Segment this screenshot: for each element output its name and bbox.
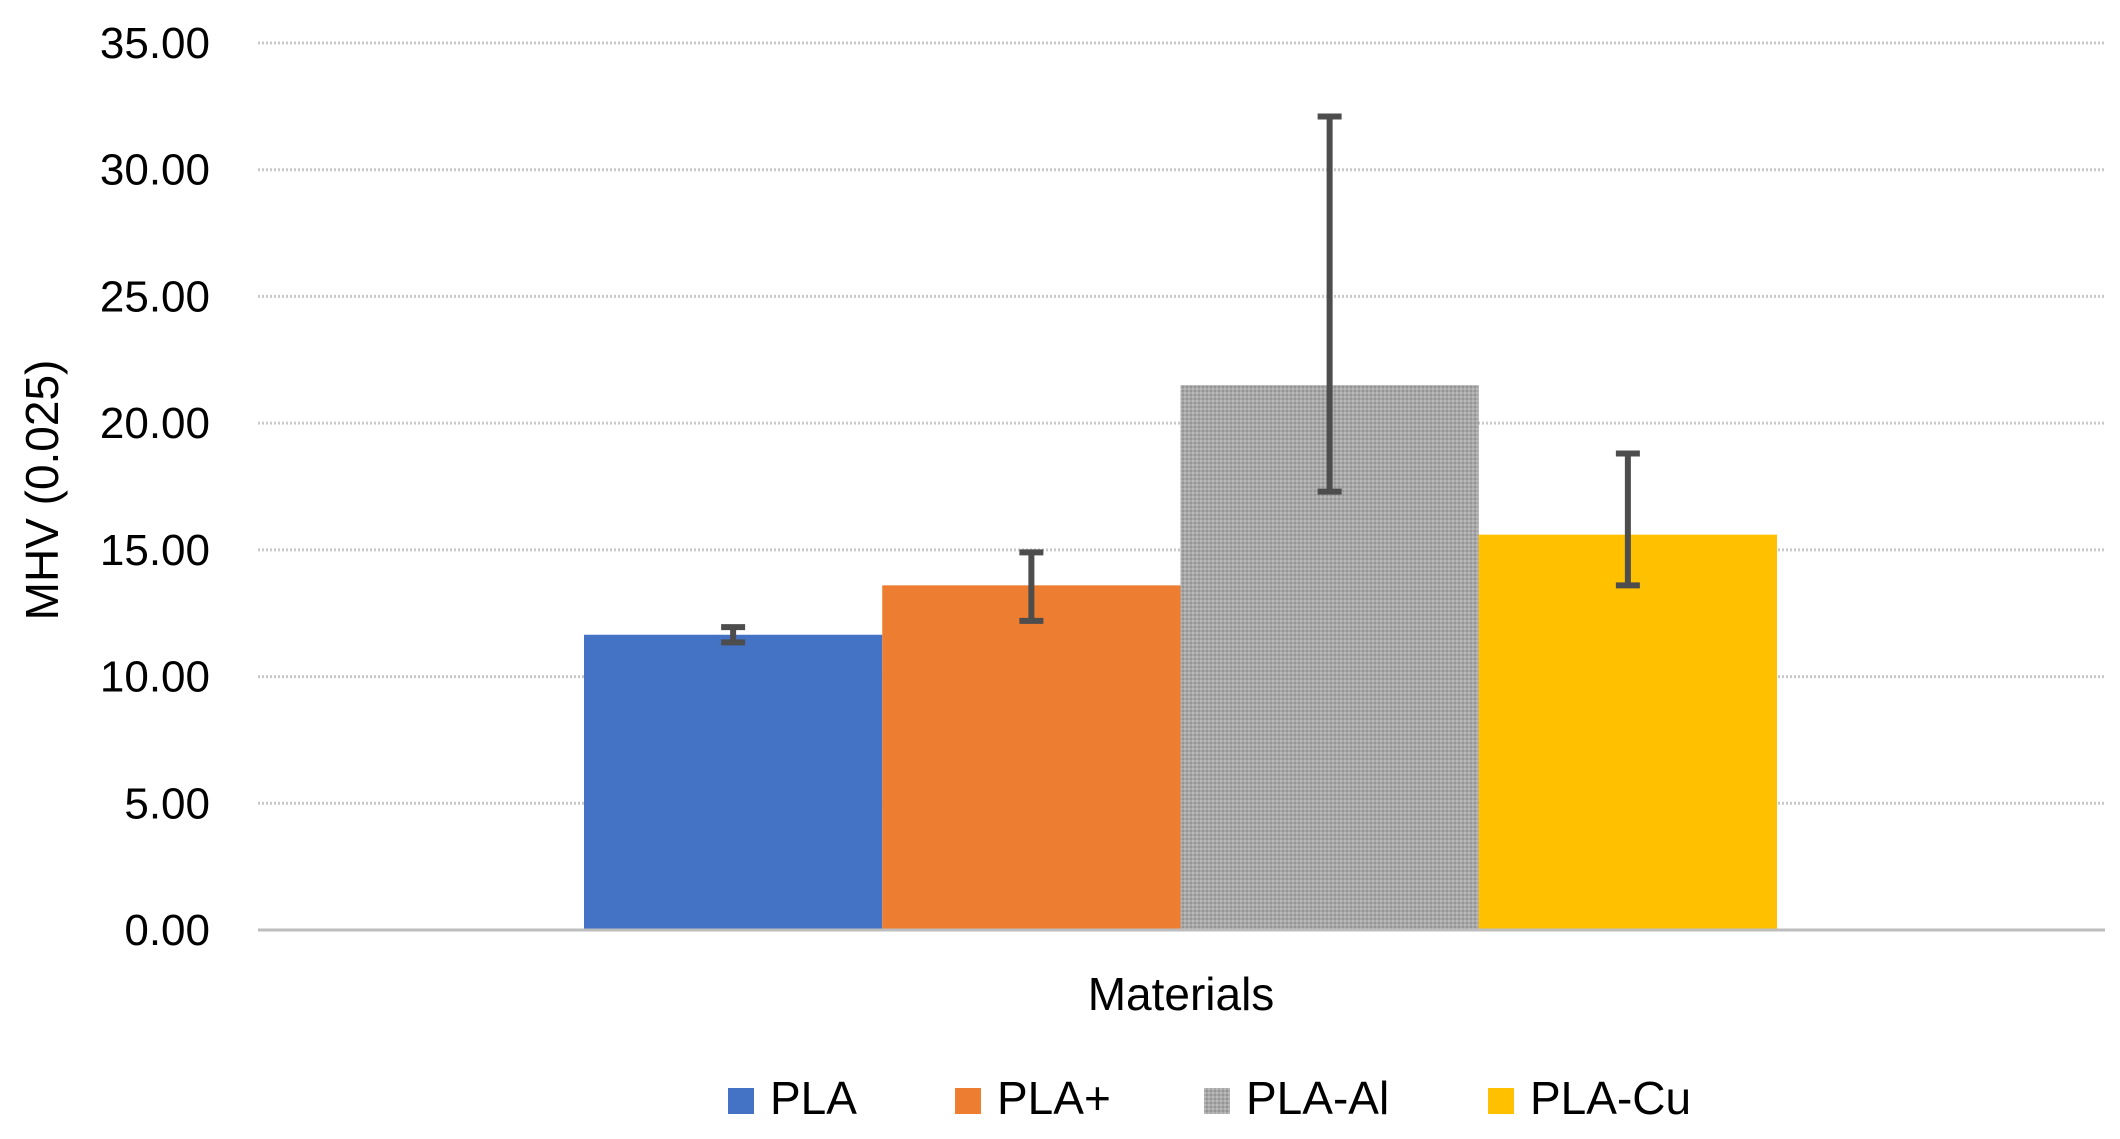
bars [584, 385, 1777, 931]
legend-item-pla-al: PLA-Al [1204, 1072, 1389, 1124]
x-axis-title: Materials [1088, 968, 1275, 1020]
error-bar-pla-al [1317, 113, 1342, 495]
bar-pla [584, 634, 883, 930]
error-bar-pla- [1019, 549, 1044, 624]
legend-label: PLA-Cu [1530, 1072, 1691, 1124]
legend: PLA PLA+ PLA-Al PLA-Cu [728, 1072, 1691, 1124]
legend-label: PLA-Al [1246, 1072, 1389, 1124]
y-tick-label: 0.00 [124, 906, 210, 955]
y-axis-title: MHV (0.025) [16, 360, 68, 621]
legend-swatch [1488, 1088, 1514, 1114]
y-tick-label: 5.00 [124, 779, 210, 828]
y-axis-ticks: 0.00 5.00 10.00 15.00 20.00 25.00 30.00 35.00 [100, 19, 210, 955]
error-bars [721, 113, 1640, 646]
y-tick-label: 30.00 [100, 146, 210, 195]
legend-item-pla-cu: PLA-Cu [1488, 1072, 1691, 1124]
legend-swatch [1204, 1088, 1230, 1114]
y-tick-label: 15.00 [100, 526, 210, 575]
error-bar-pla [721, 624, 746, 646]
y-tick-label: 25.00 [100, 272, 210, 321]
y-tick-label: 35.00 [100, 19, 210, 68]
legend-item-pla: PLA [728, 1072, 857, 1124]
legend-item-pla-: PLA+ [955, 1072, 1111, 1124]
legend-label: PLA [770, 1072, 857, 1124]
legend-label: PLA+ [997, 1072, 1111, 1124]
error-bar-pla-cu [1615, 450, 1640, 589]
bar-pla- [882, 585, 1181, 930]
y-tick-label: 10.00 [100, 653, 210, 702]
y-tick-label: 20.00 [100, 399, 210, 448]
legend-swatch [955, 1088, 981, 1114]
legend-swatch [728, 1088, 754, 1114]
bar-pla-cu [1478, 534, 1777, 930]
